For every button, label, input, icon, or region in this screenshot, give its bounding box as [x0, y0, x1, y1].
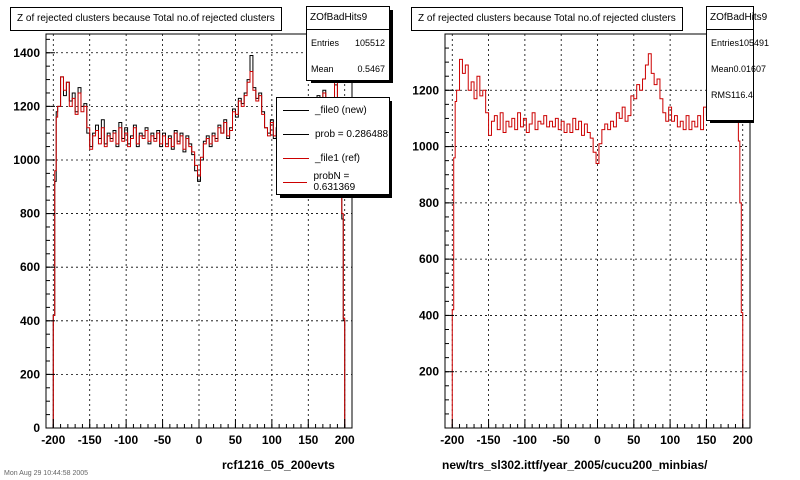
footer-timestamp: Mon Aug 29 10:44:58 2005	[4, 470, 89, 477]
y-tick-label: 1200	[13, 99, 40, 113]
legend-label-file1: _file1 (ref)	[315, 152, 361, 164]
left-legend: _file0 (new) prob = 0.286488 _file1 (ref…	[276, 97, 390, 195]
legend-entry-prob: prob = 0.286488	[277, 122, 389, 146]
y-tick-label: 1200	[412, 83, 439, 97]
x-tick-label: -100	[513, 433, 537, 447]
left-mean-value: 0.5467	[357, 64, 385, 74]
right-entries-value: 105491	[739, 38, 770, 48]
x-tick-label: 0	[594, 433, 601, 447]
right-x-axis-label: new/trs_sl302.ittf/year_2005/cucu200_min…	[442, 458, 708, 472]
y-tick-label: 200	[419, 365, 439, 379]
right-stats-box: ZOfBadHits9 Entries 105491 Mean 0.01607 RM…	[706, 6, 769, 121]
right-rms-value: 116.4	[731, 90, 753, 100]
x-tick-label: 50	[627, 433, 641, 447]
y-tick-label: 1000	[412, 140, 439, 154]
y-tick-label: 400	[419, 308, 439, 322]
legend-label-prob: prob = 0.286488	[315, 128, 389, 140]
y-tick-label: 0	[33, 421, 40, 435]
y-tick-label: 600	[419, 252, 439, 266]
x-tick-label: 200	[335, 433, 355, 447]
y-tick-label: 600	[20, 260, 40, 274]
legend-entry-probn: probN = 0.631369	[277, 170, 389, 194]
legend-entry-file0: _file0 (new)	[277, 98, 389, 122]
left-x-axis-label: rcf1216_05_200evts	[222, 458, 335, 472]
y-tick-label: 1400	[13, 46, 40, 60]
x-tick-label: 0	[196, 433, 203, 447]
left-entries-label: Entries	[311, 38, 340, 48]
x-tick-label: -200	[41, 433, 65, 447]
left-mean-label: Mean	[311, 64, 334, 74]
left-chart-title: Z of rejected clusters because Total no.…	[10, 7, 282, 31]
right-stats-name: ZOfBadHits9	[707, 7, 767, 30]
x-tick-label: 200	[733, 433, 753, 447]
left-entries-value: 105512	[354, 38, 385, 48]
x-tick-label: -50	[553, 433, 571, 447]
x-tick-label: 150	[298, 433, 318, 447]
x-tick-label: -100	[114, 433, 138, 447]
right-entries-label: Entries	[711, 38, 740, 48]
y-tick-label: 800	[20, 207, 40, 221]
right-mean-value: 0.01607	[733, 64, 767, 74]
y-tick-label: 1000	[13, 153, 40, 167]
legend-entry-file1: _file1 (ref)	[277, 146, 389, 170]
y-tick-label: 800	[419, 196, 439, 210]
left-stats-name: ZOfBadHits9	[307, 7, 389, 30]
x-tick-label: 100	[660, 433, 680, 447]
x-tick-label: -150	[78, 433, 102, 447]
x-tick-label: -50	[154, 433, 172, 447]
y-tick-label: 400	[20, 314, 40, 328]
x-tick-label: -200	[440, 433, 464, 447]
right-mean-label: Mean	[711, 64, 734, 74]
left-stats-box: ZOfBadHits9 Entries 105512 Mean 0.5467	[306, 6, 390, 81]
y-tick-label: 200	[20, 367, 40, 381]
right-rms-label: RMS	[711, 90, 731, 100]
x-tick-label: 150	[696, 433, 716, 447]
right-chart-title: Z of rejected clusters because Total no.…	[411, 7, 683, 31]
series-line-0	[449, 53, 745, 429]
x-tick-label: -150	[477, 433, 501, 447]
x-tick-label: 100	[262, 433, 282, 447]
x-tick-label: 50	[229, 433, 243, 447]
legend-label-file0: _file0 (new)	[315, 104, 367, 116]
legend-label-probn: probN = 0.631369	[313, 171, 356, 193]
